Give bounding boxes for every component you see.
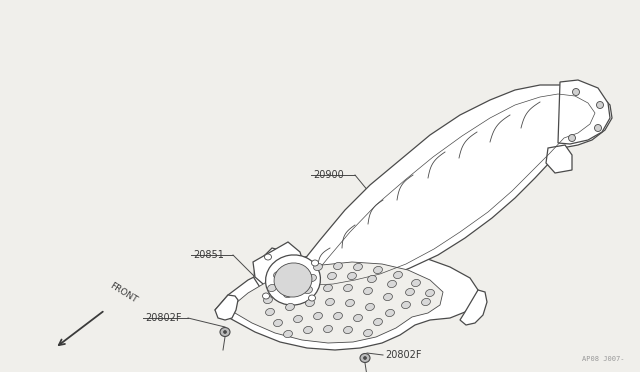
Ellipse shape [314,263,323,270]
Ellipse shape [595,125,602,131]
Text: 20802F: 20802F [385,350,422,360]
Ellipse shape [324,285,332,292]
Ellipse shape [273,320,282,327]
Ellipse shape [264,254,271,260]
Ellipse shape [326,298,335,305]
Ellipse shape [344,285,353,292]
Text: 20802F: 20802F [145,313,182,323]
Ellipse shape [328,272,337,280]
Ellipse shape [274,263,312,297]
Ellipse shape [364,356,367,359]
Ellipse shape [303,326,312,334]
Ellipse shape [401,301,410,309]
Ellipse shape [367,275,376,283]
Ellipse shape [365,304,374,311]
Polygon shape [215,295,238,320]
Polygon shape [280,85,612,292]
Ellipse shape [360,353,370,362]
Ellipse shape [348,272,356,280]
Ellipse shape [220,327,230,337]
Ellipse shape [294,266,303,273]
Ellipse shape [333,312,342,320]
Ellipse shape [294,315,303,323]
Ellipse shape [383,294,392,301]
Ellipse shape [284,291,292,298]
Ellipse shape [353,314,362,321]
Text: 20851: 20851 [193,250,224,260]
Ellipse shape [412,279,420,286]
Ellipse shape [312,260,319,266]
Ellipse shape [284,330,292,337]
Ellipse shape [422,298,431,305]
Ellipse shape [264,296,273,304]
Ellipse shape [353,263,362,270]
Ellipse shape [388,280,396,288]
Ellipse shape [364,288,372,295]
Ellipse shape [287,278,296,286]
Ellipse shape [308,275,316,282]
Ellipse shape [324,326,332,333]
Polygon shape [546,145,572,173]
Ellipse shape [308,295,316,301]
Ellipse shape [406,288,415,296]
Ellipse shape [285,304,294,311]
Ellipse shape [266,255,321,305]
Ellipse shape [268,285,276,292]
Ellipse shape [262,293,269,299]
Ellipse shape [374,318,383,326]
Ellipse shape [426,289,435,296]
Ellipse shape [346,299,355,307]
Ellipse shape [573,89,579,96]
Polygon shape [254,248,325,310]
Ellipse shape [364,330,372,337]
Ellipse shape [266,308,275,315]
Ellipse shape [394,272,403,279]
Polygon shape [230,262,443,343]
Ellipse shape [333,262,342,270]
Ellipse shape [344,326,353,334]
Ellipse shape [273,272,282,279]
Polygon shape [558,80,610,144]
Text: 20900: 20900 [313,170,344,180]
Ellipse shape [303,286,312,294]
Ellipse shape [314,312,323,320]
Polygon shape [253,242,305,290]
Ellipse shape [385,310,394,317]
Ellipse shape [568,135,575,141]
Ellipse shape [223,330,227,334]
Polygon shape [215,250,478,350]
Text: AP08 J007-: AP08 J007- [582,356,625,362]
Polygon shape [460,290,487,325]
Ellipse shape [596,102,604,109]
Ellipse shape [305,299,314,307]
Ellipse shape [374,266,383,273]
Text: FRONT: FRONT [108,281,139,305]
